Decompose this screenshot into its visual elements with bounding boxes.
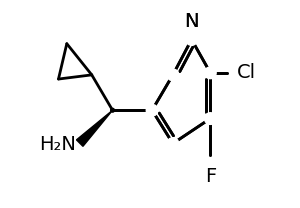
Circle shape bbox=[111, 108, 114, 112]
Circle shape bbox=[167, 138, 179, 149]
Circle shape bbox=[205, 113, 216, 124]
Circle shape bbox=[167, 69, 179, 81]
Circle shape bbox=[205, 67, 216, 79]
Text: Cl: Cl bbox=[237, 63, 256, 82]
Text: N: N bbox=[184, 12, 199, 31]
Circle shape bbox=[146, 104, 158, 116]
Text: H₂N: H₂N bbox=[39, 135, 76, 154]
Polygon shape bbox=[76, 110, 112, 146]
Circle shape bbox=[186, 34, 197, 45]
Text: N: N bbox=[184, 12, 199, 31]
Text: F: F bbox=[205, 167, 216, 186]
